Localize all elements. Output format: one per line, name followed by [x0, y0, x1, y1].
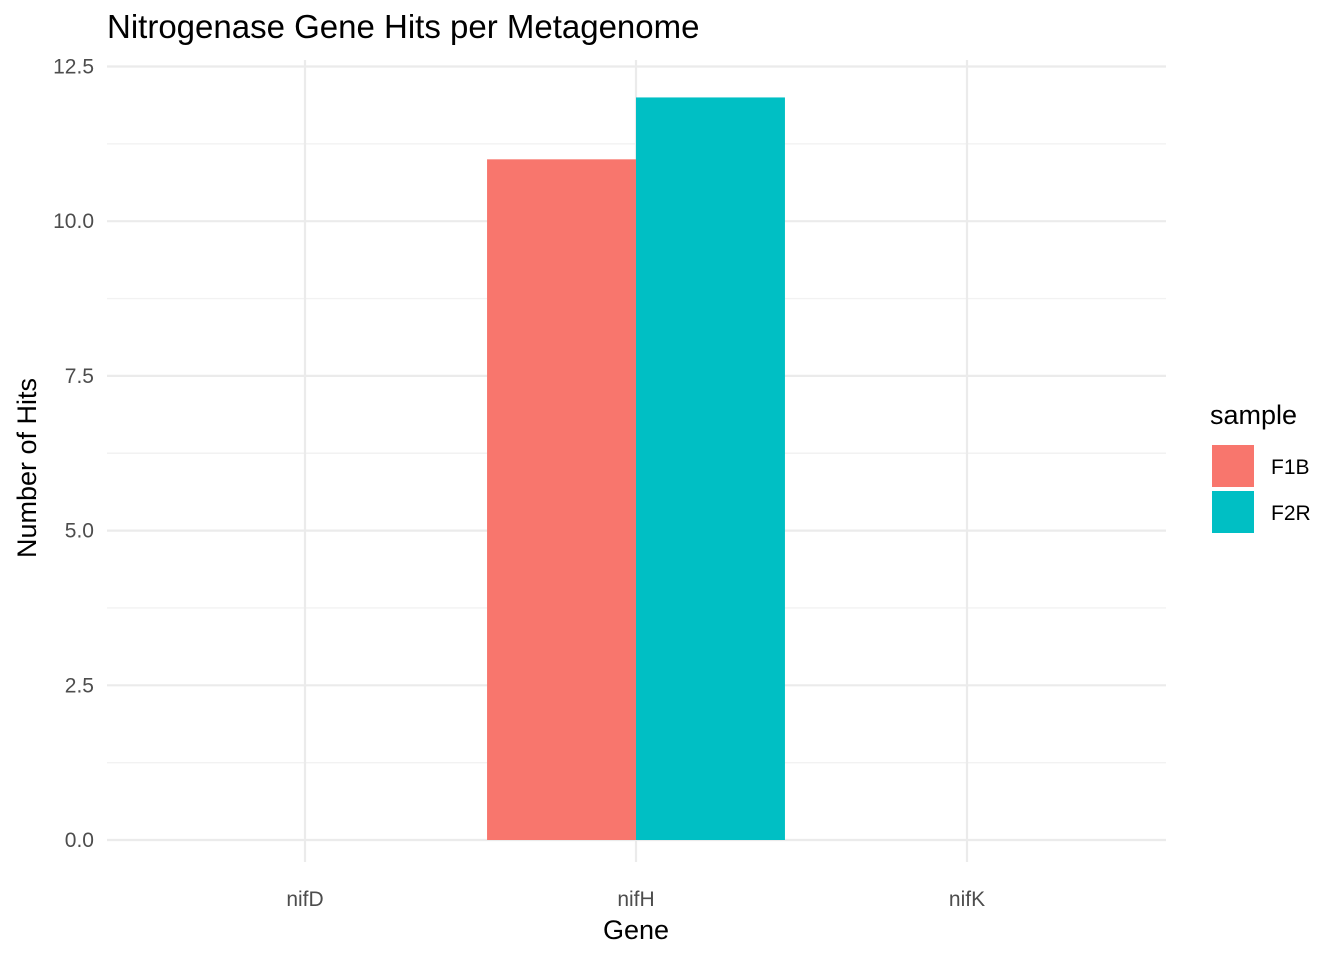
legend-key-f1b [1212, 445, 1254, 487]
y-tick-label: 7.5 [65, 365, 94, 388]
chart-title: Nitrogenase Gene Hits per Metagenome [107, 8, 700, 45]
legend-label-f2r: F2R [1271, 502, 1311, 525]
legend-key-f2r [1212, 491, 1254, 533]
y-tick-label: 5.0 [65, 520, 94, 543]
bar-f1b-nifh [487, 159, 636, 840]
x-axis-ticks: nifD nifH nifK [286, 888, 985, 911]
x-tick-label: nifK [949, 888, 985, 911]
x-tick-label: nifH [617, 888, 654, 911]
legend-label-f1b: F1B [1271, 456, 1310, 479]
y-tick-label: 2.5 [65, 674, 94, 697]
y-axis-ticks: 0.0 2.5 5.0 7.5 10.0 12.5 [53, 56, 94, 853]
y-tick-label: 12.5 [53, 56, 94, 79]
legend: sample F1B F2R [1210, 400, 1311, 533]
y-tick-label: 0.0 [65, 829, 94, 852]
legend-title: sample [1210, 400, 1297, 430]
y-tick-label: 10.0 [53, 210, 94, 233]
x-tick-label: nifD [286, 888, 323, 911]
bars [487, 97, 785, 840]
y-axis-title: Number of Hits [12, 378, 42, 558]
bar-f2r-nifh [636, 97, 785, 840]
x-axis-title: Gene [603, 915, 669, 945]
